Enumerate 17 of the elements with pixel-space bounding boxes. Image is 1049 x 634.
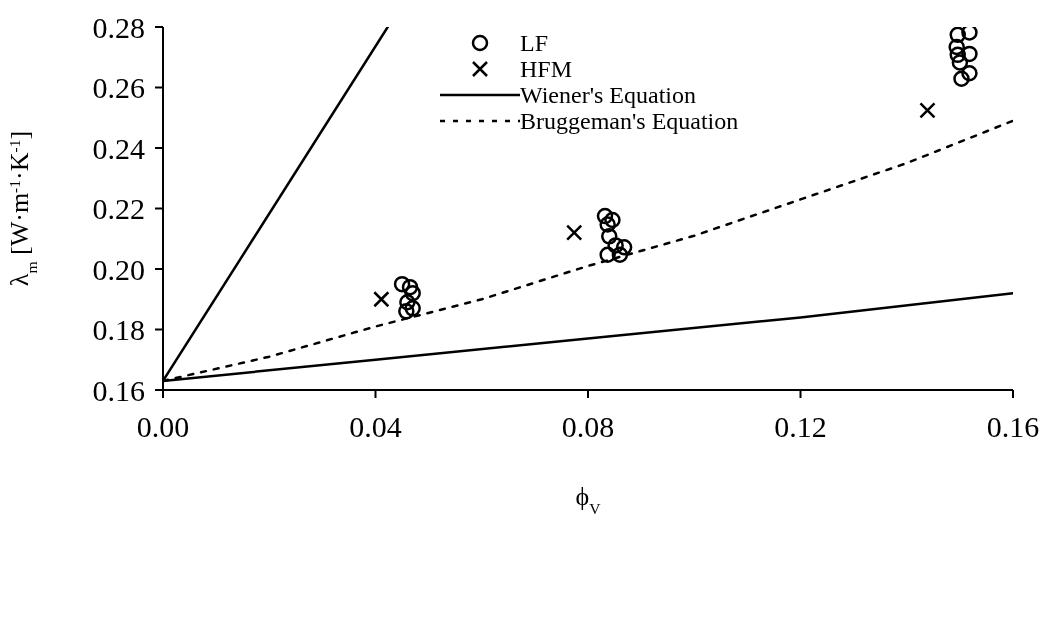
x-tick-label: 0.04 xyxy=(349,410,402,444)
x-tick-label: 0.16 xyxy=(986,410,1040,444)
x-tick-label: 0.08 xyxy=(561,410,615,444)
x-axis-title: ϕ$_{V}$ xyxy=(575,482,602,517)
y-tick-label: 0.16 xyxy=(92,373,145,407)
legend-label: Bruggeman's Equation xyxy=(520,108,739,134)
y-tick-label: 0.22 xyxy=(92,192,145,226)
legend-label: LF xyxy=(520,30,549,56)
y-tick-label: 0.28 xyxy=(92,10,145,44)
x-tick-label: 0.00 xyxy=(136,410,190,444)
y-tick-label: 0.26 xyxy=(92,71,145,105)
x-tick-label: 0.12 xyxy=(774,410,827,444)
legend-label: Wiener's Equation xyxy=(520,82,696,108)
y-tick-label: 0.24 xyxy=(92,131,145,165)
y-tick-label: 0.18 xyxy=(92,313,145,347)
legend-label: HFM xyxy=(520,56,573,82)
y-tick-label: 0.20 xyxy=(92,252,145,286)
